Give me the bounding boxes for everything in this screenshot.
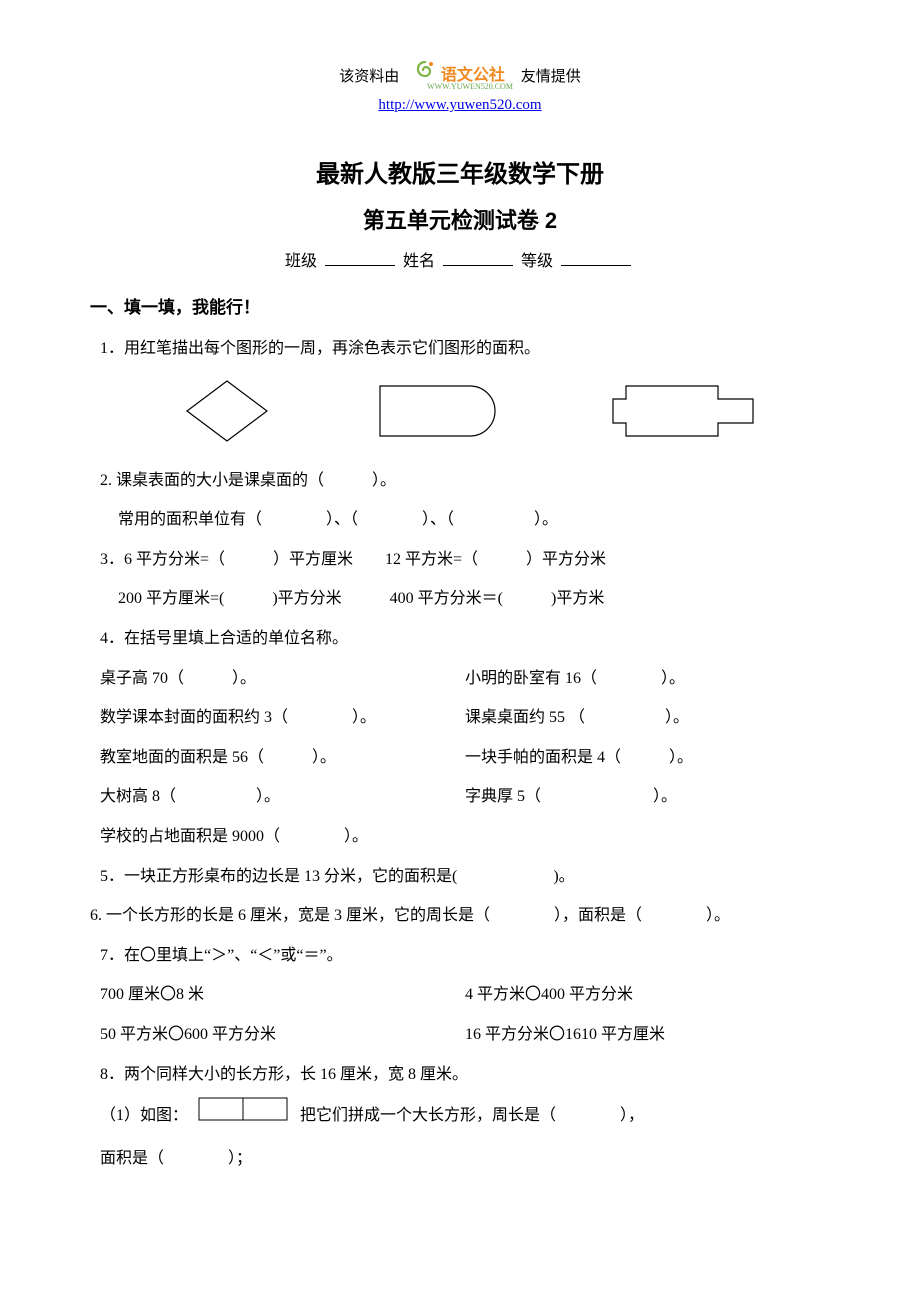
header-url[interactable]: http://www.yuwen520.com bbox=[90, 97, 830, 114]
section-1-heading: 一、填一填，我能行！ bbox=[90, 293, 830, 318]
q4-4-right bbox=[465, 820, 830, 854]
question-1: 1．用红笔描出每个图形的一周，再涂色表示它们图形的面积。 bbox=[100, 332, 830, 366]
grade-blank bbox=[561, 265, 631, 266]
question-2b: 常用的面积单位有（ ）、（ ）、（ ）。 bbox=[118, 503, 830, 537]
question-8-sub1: （1）如图： 把它们拼成一个大长方形，周长是（ ）， bbox=[100, 1097, 830, 1136]
grade-label: 等级 bbox=[521, 253, 553, 270]
q4-1-right: 课桌桌面约 55 （ ）。 bbox=[465, 701, 830, 735]
question-4-head: 4．在括号里填上合适的单位名称。 bbox=[100, 622, 830, 656]
q8-sub1-a: （1）如图： bbox=[100, 1107, 188, 1124]
q4-2-left: 教室地面的面积是 56（ ）。 bbox=[100, 741, 465, 775]
q1-shapes-row bbox=[130, 376, 810, 446]
shape-cross-rect bbox=[608, 381, 758, 441]
question-3b: 200 平方厘米=( )平方分米 400 平方分米＝( )平方米 bbox=[118, 582, 830, 616]
q7-0-right: 4 平方米〇400 平方分米 bbox=[465, 978, 830, 1012]
question-5: 5．一块正方形桌布的边长是 13 分米，它的面积是( )。 bbox=[100, 860, 830, 894]
question-2a: 2. 课桌表面的大小是课桌面的（ ）。 bbox=[100, 464, 830, 498]
credit-right: 友情提供 bbox=[521, 69, 581, 85]
q4-0-left: 桌子高 70（ ）。 bbox=[100, 662, 465, 696]
q7-row-0: 700 厘米〇8 米 4 平方米〇400 平方分米 bbox=[100, 978, 830, 1012]
question-7-head: 7．在〇里填上“＞”、“＜”或“＝”。 bbox=[100, 939, 830, 973]
class-blank bbox=[325, 265, 395, 266]
name-label: 姓名 bbox=[403, 253, 435, 270]
question-6: 6. 一个长方形的长是 6 厘米，宽是 3 厘米，它的周长是（ ），面积是（ ）… bbox=[90, 899, 830, 933]
q4-3-left: 大树高 8（ ）。 bbox=[100, 780, 465, 814]
header-credit-line: 该资料由 语文公社 WWW.YUWEN520.COM 友情提供 bbox=[90, 60, 830, 91]
question-8-head: 8．两个同样大小的长方形，长 16 厘米，宽 8 厘米。 bbox=[100, 1058, 830, 1092]
q7-row-1: 50 平方米〇600 平方分米 16 平方分米〇1610 平方厘米 bbox=[100, 1018, 830, 1052]
doc-subtitle: 第五单元检测试卷 2 bbox=[90, 203, 830, 235]
doc-title: 最新人教版三年级数学下册 bbox=[90, 154, 830, 189]
q4-2-right: 一块手帕的面积是 4（ ）。 bbox=[465, 741, 830, 775]
q8-rect-pair-icon bbox=[198, 1097, 290, 1136]
name-blank bbox=[443, 265, 513, 266]
shape-stadium-half bbox=[375, 381, 505, 441]
student-info-line: 班级 姓名 等级 bbox=[90, 247, 830, 271]
question-3a: 3．6 平方分米=（ ）平方厘米 12 平方米=（ ）平方分米 bbox=[100, 543, 830, 577]
q4-1-left: 数学课本封面的面积约 3（ ）。 bbox=[100, 701, 465, 735]
logo-subtext: WWW.YUWEN520.COM bbox=[427, 83, 513, 91]
q4-4-left: 学校的占地面积是 9000（ ）。 bbox=[100, 820, 465, 854]
q7-0-left: 700 厘米〇8 米 bbox=[100, 978, 465, 1012]
logo-text: 语文公社 bbox=[441, 67, 505, 84]
q4-row-1: 数学课本封面的面积约 3（ ）。 课桌桌面约 55 （ ）。 bbox=[100, 701, 830, 735]
q4-0-right: 小明的卧室有 16（ ）。 bbox=[465, 662, 830, 696]
q4-row-4: 学校的占地面积是 9000（ ）。 bbox=[100, 820, 830, 854]
q4-3-right: 字典厚 5（ ）。 bbox=[465, 780, 830, 814]
q4-row-0: 桌子高 70（ ）。 小明的卧室有 16（ ）。 bbox=[100, 662, 830, 696]
q4-row-3: 大树高 8（ ）。 字典厚 5（ ）。 bbox=[100, 780, 830, 814]
class-label: 班级 bbox=[285, 253, 317, 270]
q8-sub1-b: 把它们拼成一个大长方形，周长是（ ）， bbox=[300, 1107, 644, 1124]
shape-diamond bbox=[182, 376, 272, 446]
q7-1-right: 16 平方分米〇1610 平方厘米 bbox=[465, 1018, 830, 1052]
q4-row-2: 教室地面的面积是 56（ ）。 一块手帕的面积是 4（ ）。 bbox=[100, 741, 830, 775]
page: 该资料由 语文公社 WWW.YUWEN520.COM 友情提供 http://w… bbox=[0, 0, 920, 1302]
credit-left: 该资料由 bbox=[339, 69, 399, 85]
q8-sub1-c: 面积是（ ）； bbox=[100, 1142, 830, 1176]
site-logo: 语文公社 WWW.YUWEN520.COM bbox=[407, 60, 513, 91]
q7-1-left: 50 平方米〇600 平方分米 bbox=[100, 1018, 465, 1052]
